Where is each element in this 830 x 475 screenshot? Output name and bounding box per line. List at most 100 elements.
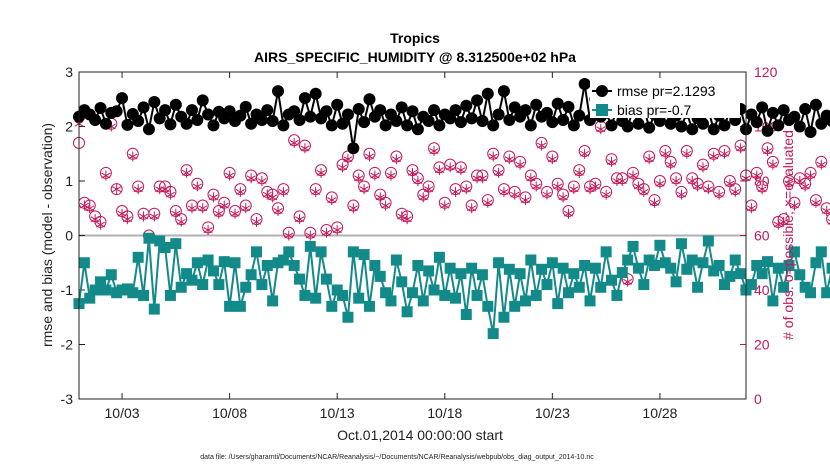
bias-point (702, 235, 714, 247)
obs-evaluated-marker (779, 216, 789, 227)
obs-evaluated-stroke (101, 172, 111, 179)
obs-evaluated-stroke (655, 180, 665, 187)
obs-evaluated-stroke (477, 175, 488, 182)
obs-evaluated-stroke (590, 183, 600, 190)
obs-evaluated-marker (187, 203, 197, 214)
rmse-point (519, 104, 532, 117)
obs-evaluated-marker (257, 176, 267, 186)
obs-evaluated-marker (294, 214, 305, 225)
rmse-point (632, 117, 645, 130)
bias-point (670, 276, 682, 288)
x-axis-label: Oct.01,2014 00:00:00 start (337, 427, 503, 443)
bias-point (342, 311, 354, 323)
bias-point (735, 268, 747, 280)
obs-evaluated-marker (730, 186, 740, 197)
obs-evaluated-marker (563, 208, 574, 219)
obs-evaluated-marker (343, 154, 353, 165)
obs-evaluated-stroke (730, 188, 740, 195)
rmse-point (223, 105, 236, 118)
bias-point (821, 287, 830, 299)
rmse-point (288, 105, 301, 118)
bias-point (407, 287, 418, 299)
bias-point (805, 287, 817, 299)
obs-evaluated-stroke (768, 161, 778, 168)
bias-point (385, 295, 397, 307)
x-tick-label: 10/18 (427, 405, 462, 421)
obs-evaluated-stroke (149, 213, 159, 220)
obs-evaluated-stroke (703, 186, 713, 193)
rmse-point (503, 113, 516, 126)
obs-evaluated-marker (171, 208, 181, 219)
obs-evaluated-marker (542, 189, 552, 200)
obs-evaluated-marker (450, 186, 461, 197)
rmse-point (191, 113, 204, 126)
bias-point (143, 232, 155, 244)
bias-point (105, 269, 117, 281)
legend: rmse pr=2.1293 bias pr=-0.7 (590, 80, 740, 118)
bias-point (562, 287, 574, 299)
obs-evaluated-stroke (418, 194, 428, 201)
rmse-point (788, 110, 801, 123)
obs-evaluated-marker (784, 178, 794, 189)
bias-point (573, 281, 585, 293)
rmse-point (567, 119, 580, 132)
obs-evaluated-stroke (284, 232, 294, 239)
obs-evaluated-marker (289, 137, 299, 148)
rmse-point (675, 120, 688, 133)
obs-evaluated-marker (391, 154, 401, 165)
obs-evaluated-marker (133, 184, 143, 195)
obs-evaluated-stroke (811, 199, 821, 206)
obs-evaluated-stroke (321, 229, 332, 236)
obs-evaluated-stroke (617, 178, 627, 184)
obs-evaluated-marker (268, 192, 278, 203)
rmse-point (272, 85, 285, 98)
obs-evaluated-stroke (262, 191, 272, 198)
obs-evaluated-marker (278, 186, 288, 197)
obs-evaluated-stroke (246, 175, 256, 182)
obs-evaluated-marker (547, 154, 557, 165)
obs-evaluated-marker (752, 170, 762, 181)
obs-evaluated-stroke (714, 191, 724, 198)
obs-evaluated-marker (671, 176, 681, 186)
rmse-point (686, 123, 699, 136)
bias-point (337, 289, 349, 301)
chart-subtitle: AIRS_SPECIFIC_HUMIDITY @ 8.312500e+02 hP… (254, 49, 576, 65)
rmse-point (449, 104, 462, 117)
rmse-point (336, 117, 349, 130)
y-tick-label-right: 60 (754, 228, 770, 244)
obs-evaluated-stroke (547, 156, 557, 163)
obs-evaluated-marker (553, 181, 563, 192)
obs-evaluated-marker (606, 156, 617, 167)
bias-point (283, 246, 295, 258)
rmse-point (164, 118, 177, 131)
bias-point (826, 262, 830, 274)
obs-evaluated-marker (160, 184, 170, 195)
obs-evaluated-stroke (138, 213, 149, 220)
bias-point (729, 254, 741, 266)
chart-title: Tropics (390, 30, 440, 46)
bias-point (450, 292, 462, 304)
obs-evaluated-marker (520, 195, 531, 206)
bias-point (579, 259, 591, 271)
bias-point (455, 268, 467, 280)
obs-evaluated-stroke (434, 167, 444, 174)
obs-evaluated-marker (337, 162, 348, 173)
bias-point (261, 259, 273, 271)
rmse-point (422, 115, 435, 128)
bias-point (294, 273, 306, 285)
bias-point (154, 235, 166, 247)
obs-evaluated-marker (795, 176, 805, 186)
rmse-point (826, 115, 830, 127)
rmse-point (395, 101, 408, 114)
obs-evaluated-stroke (354, 175, 364, 182)
obs-evaluated-stroke (827, 222, 830, 225)
rmse-point (99, 117, 112, 130)
obs-evaluated-stroke (235, 188, 245, 195)
obs-evaluated-marker (736, 143, 746, 154)
obs-evaluated-marker (122, 214, 132, 225)
bias-point (584, 295, 596, 307)
bias-point (326, 300, 338, 312)
obs-evaluated-stroke (251, 218, 262, 225)
obs-possible-marker (826, 213, 830, 225)
bias-point (390, 254, 402, 266)
